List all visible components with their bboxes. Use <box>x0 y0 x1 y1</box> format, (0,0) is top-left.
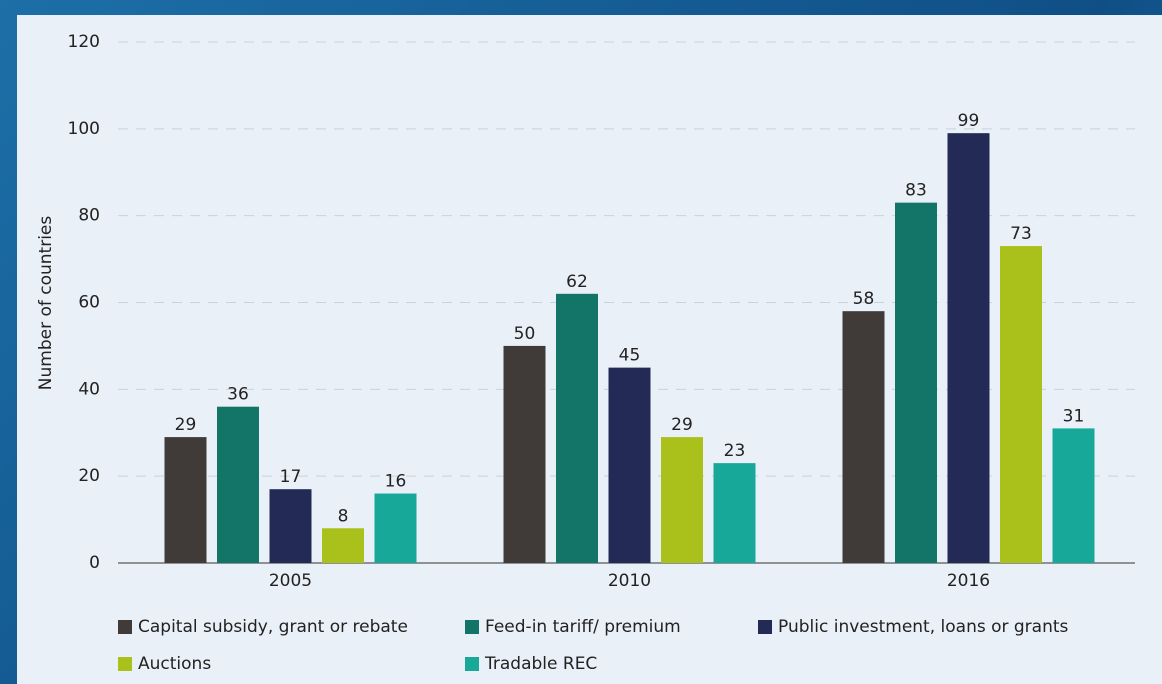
bar <box>164 437 207 563</box>
legend-label: Feed-in tariff/ premium <box>485 617 681 637</box>
y-tick-label: 40 <box>78 379 100 399</box>
bar <box>661 437 703 563</box>
data-label: 31 <box>1063 406 1085 426</box>
legend-swatch <box>118 657 132 671</box>
legend-label: Public investment, loans or grants <box>778 617 1069 637</box>
legend-swatch <box>465 657 479 671</box>
data-label: 45 <box>619 346 641 366</box>
x-tick-label: 2016 <box>947 571 990 591</box>
bar <box>608 367 651 563</box>
data-label: 29 <box>175 415 197 435</box>
bar <box>503 345 546 563</box>
y-tick-label: 80 <box>78 206 100 226</box>
y-tick-label: 20 <box>78 466 100 486</box>
data-label: 16 <box>385 472 407 492</box>
y-tick-label: 100 <box>68 119 100 139</box>
bar <box>1052 428 1095 563</box>
x-tick-label: 2010 <box>608 571 651 591</box>
data-label: 29 <box>671 415 693 435</box>
bar <box>842 311 885 563</box>
x-tick-label: 2005 <box>269 571 312 591</box>
data-label: 8 <box>338 506 349 526</box>
legend-label: Capital subsidy, grant or rebate <box>138 617 408 637</box>
bar <box>556 293 598 563</box>
data-label: 23 <box>724 441 746 461</box>
bar <box>322 528 364 563</box>
y-axis-label: Number of countries <box>36 216 56 391</box>
data-label: 73 <box>1010 224 1032 244</box>
data-label: 17 <box>280 467 302 487</box>
bar <box>947 133 990 564</box>
legend-swatch <box>118 620 132 634</box>
bar <box>895 202 937 563</box>
legend-swatch <box>465 620 479 634</box>
data-label: 36 <box>227 385 249 405</box>
y-tick-label: 0 <box>89 553 100 573</box>
bar <box>374 493 417 563</box>
data-label: 62 <box>566 272 588 292</box>
data-label: 50 <box>514 324 536 344</box>
legend-swatch <box>758 620 772 634</box>
legend-label: Tradable REC <box>484 654 597 674</box>
legend-label: Auctions <box>138 654 211 674</box>
bar <box>269 489 312 563</box>
bar <box>713 463 756 563</box>
data-label: 83 <box>905 181 927 201</box>
bar <box>217 406 259 563</box>
data-label: 99 <box>958 111 980 131</box>
data-label: 58 <box>853 289 875 309</box>
y-tick-label: 120 <box>68 32 100 52</box>
y-tick-label: 60 <box>78 293 100 313</box>
bar <box>1000 246 1042 563</box>
